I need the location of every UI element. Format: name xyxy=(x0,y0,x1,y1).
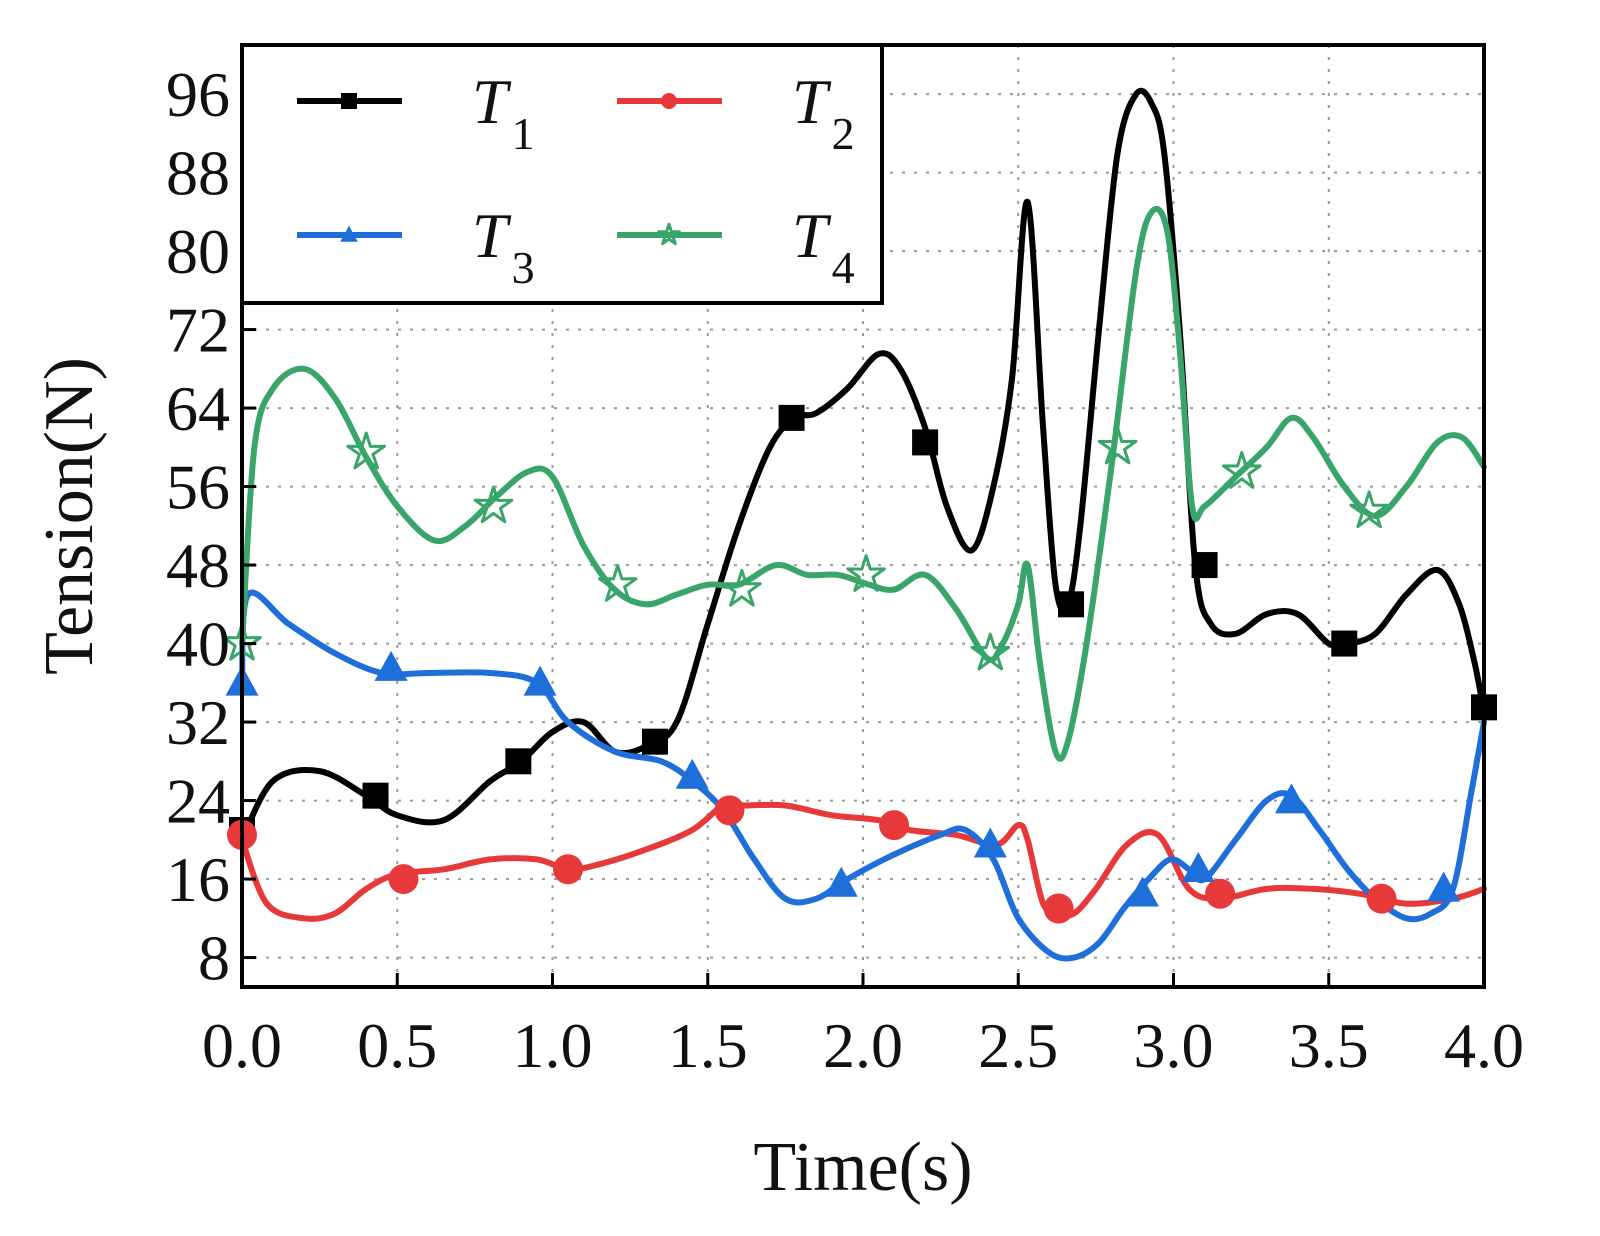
data-point-t2 xyxy=(388,864,419,895)
data-point-t3 xyxy=(523,665,557,696)
legend-label-subscript: 4 xyxy=(832,242,855,293)
x-tick-label: 2.0 xyxy=(823,1010,903,1081)
legend-label-main: T xyxy=(792,66,832,137)
data-point-t1 xyxy=(778,404,805,431)
y-tick-label: 64 xyxy=(166,373,230,444)
legend-label-subscript: 3 xyxy=(512,242,535,293)
y-axis-title: Tension(N) xyxy=(31,357,108,675)
data-point-t3 xyxy=(374,650,408,681)
x-tick-label: 4.0 xyxy=(1444,1010,1524,1081)
y-tick-label: 24 xyxy=(166,766,230,837)
data-point-t4 xyxy=(346,431,386,470)
data-point-t1 xyxy=(1191,552,1218,579)
data-point-t3 xyxy=(1181,852,1215,882)
data-point-t4 xyxy=(970,632,1011,671)
data-point-t4 xyxy=(597,564,638,602)
legend-label-t3: T3 xyxy=(472,200,535,293)
data-point-t3 xyxy=(1427,871,1461,902)
legend-marker-t3 xyxy=(340,225,358,242)
y-tick-label: 32 xyxy=(166,687,230,758)
data-point-t2 xyxy=(1366,883,1397,914)
legend-label-t4: T4 xyxy=(792,200,855,293)
data-point-t2 xyxy=(1043,893,1074,924)
data-point-t1 xyxy=(362,782,389,809)
y-tick-label: 88 xyxy=(166,138,230,209)
data-point-t3 xyxy=(1125,876,1159,907)
data-point-t1 xyxy=(912,429,939,456)
legend-box xyxy=(240,43,884,305)
data-point-t3 xyxy=(1274,783,1308,814)
axis-ticks: 0.0 0.5 1.0 1.5 2.0 2.5 3.0 3.5 4.08162432404856… xyxy=(166,59,1524,1081)
data-point-t1 xyxy=(641,728,668,755)
y-tick-label: 96 xyxy=(166,59,230,130)
series-line-t1 xyxy=(239,87,1487,843)
legend-label-t1: T1 xyxy=(472,66,535,159)
data-point-t2 xyxy=(714,795,745,826)
x-tick-label: 1.5 xyxy=(668,1010,748,1081)
series-line-t3 xyxy=(239,589,1487,962)
data-point-t1 xyxy=(1058,591,1085,618)
legend-label-subscript: 1 xyxy=(512,108,535,159)
data-point-t2 xyxy=(879,810,910,841)
x-tick-label: 0.0 xyxy=(202,1010,282,1081)
y-tick-label: 16 xyxy=(166,844,230,915)
series-markers xyxy=(222,404,1497,924)
data-point-t2 xyxy=(1205,878,1236,909)
legend-label-main: T xyxy=(472,66,512,137)
y-tick-label: 48 xyxy=(166,530,230,601)
legend-marker-t4 xyxy=(657,222,681,246)
legend-label-main: T xyxy=(792,200,832,271)
series-line-t4 xyxy=(239,205,1487,762)
data-point-t3 xyxy=(675,758,709,789)
legend-marker-t1 xyxy=(341,93,357,109)
data-point-t4 xyxy=(846,554,886,592)
legend-label-t2: T2 xyxy=(792,66,855,159)
x-tick-label: 3.0 xyxy=(1134,1010,1214,1081)
x-tick-label: 2.5 xyxy=(978,1010,1058,1081)
x-axis-title: Time(s) xyxy=(753,1129,972,1206)
data-point-t3 xyxy=(824,866,858,897)
data-point-t1 xyxy=(1331,630,1358,657)
y-tick-label: 56 xyxy=(166,452,230,523)
legend-marker-t2 xyxy=(661,93,677,109)
x-tick-label: 1.0 xyxy=(513,1010,593,1081)
data-point-t4 xyxy=(473,485,514,524)
data-point-t3 xyxy=(973,827,1007,858)
y-tick-label: 72 xyxy=(166,295,230,366)
data-point-t4 xyxy=(1097,426,1138,465)
data-point-t1 xyxy=(505,748,532,775)
legend-label-main: T xyxy=(472,200,512,271)
legend-label-subscript: 2 xyxy=(832,108,855,159)
data-point-t2 xyxy=(553,854,584,885)
data-point-t4 xyxy=(722,568,762,607)
data-point-t4 xyxy=(1349,490,1389,529)
data-point-t4 xyxy=(1222,451,1262,489)
x-tick-label: 0.5 xyxy=(357,1010,437,1081)
y-tick-label: 8 xyxy=(198,923,230,994)
x-tick-label: 3.5 xyxy=(1289,1010,1369,1081)
y-tick-label: 80 xyxy=(166,216,230,287)
y-tick-label: 40 xyxy=(166,609,230,680)
